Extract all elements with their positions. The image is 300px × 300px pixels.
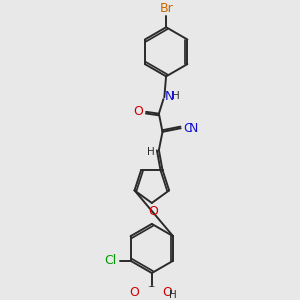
Text: N: N: [189, 122, 198, 135]
Text: O: O: [163, 286, 172, 298]
Text: N: N: [164, 90, 174, 103]
Text: H: H: [172, 92, 179, 101]
Text: C: C: [183, 122, 192, 135]
Text: Br: Br: [159, 2, 173, 14]
Text: O: O: [134, 105, 143, 118]
Text: O: O: [148, 205, 158, 218]
Text: H: H: [147, 147, 154, 157]
Text: H: H: [169, 290, 177, 300]
Text: O: O: [129, 286, 139, 298]
Text: Cl: Cl: [105, 254, 117, 267]
